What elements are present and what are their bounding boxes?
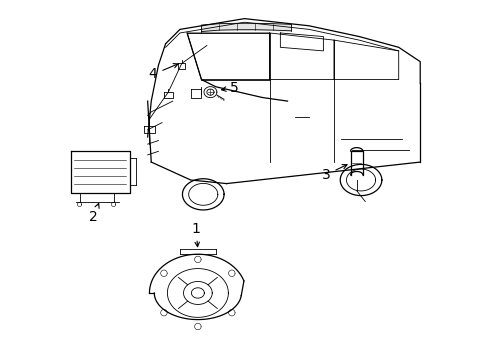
Text: 4: 4 [148,64,178,81]
Text: 5: 5 [221,81,239,95]
Text: 1: 1 [191,222,200,247]
Text: 2: 2 [89,203,99,225]
Text: 3: 3 [321,165,346,182]
